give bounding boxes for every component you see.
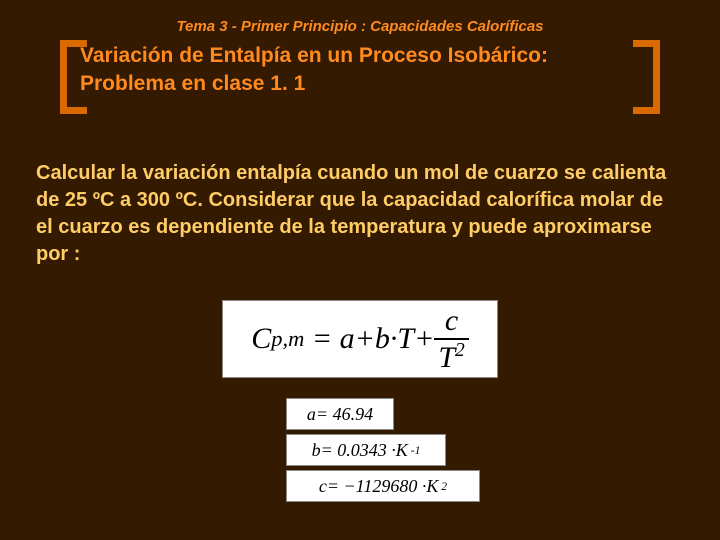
- title-line-2: Problema en clase 1. 1: [80, 72, 305, 95]
- slide-header: Tema 3 - Primer Principio : Capacidades …: [0, 18, 720, 35]
- title-block: Variación de Entalpía en un Proceso Isob…: [60, 40, 660, 107]
- formula-constant-c: c = −1129680 · K 2: [286, 470, 480, 502]
- bracket-left-icon: [60, 40, 87, 114]
- title-line-1: Variación de Entalpía en un Proceso Isob…: [80, 44, 548, 67]
- bracket-right-icon: [633, 40, 660, 114]
- problem-statement: Calcular la variación entalpía cuando un…: [36, 160, 684, 268]
- slide: Tema 3 - Primer Principio : Capacidades …: [0, 0, 720, 540]
- formula-constant-b: b = 0.0343 · K -1: [286, 434, 446, 466]
- formula-cp: Cp,m = a + b·T + cT2: [222, 300, 498, 378]
- title-text: Variación de Entalpía en un Proceso Isob…: [72, 42, 648, 99]
- formula-constant-a: a = 46.94: [286, 398, 394, 430]
